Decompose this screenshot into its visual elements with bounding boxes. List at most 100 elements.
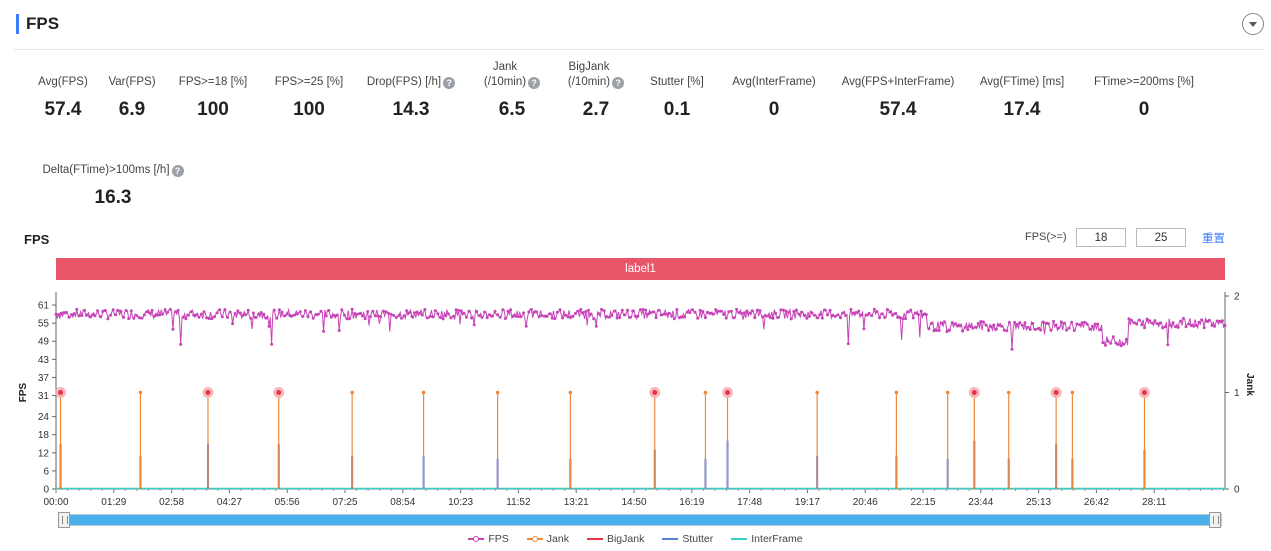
fps-point [1153,319,1157,323]
fps-point [865,313,868,317]
fps-point [831,313,835,317]
fps-point [428,314,432,318]
help-icon[interactable]: ? [528,77,541,89]
fps-point [303,309,307,313]
fps-point [244,313,248,317]
fps-point [701,310,705,313]
fps-point [589,312,593,316]
fps-point [1140,323,1144,327]
fps-point [1174,325,1178,329]
fps-point [955,324,959,328]
x-tick-label: 23:44 [968,497,993,508]
fps-point [293,313,297,317]
fps-point [59,311,63,315]
fps-point [1202,326,1206,330]
fps-point [1104,343,1107,347]
fps-point [166,310,170,314]
fps-point [968,325,972,328]
metric-label-text: Drop(FPS) [/h] [366,76,442,88]
metric-label-text: Var(FPS) [108,76,156,88]
collapse-dropdown-icon[interactable] [1242,13,1264,35]
fps-point [207,317,211,321]
jank-point [495,390,500,395]
fps-point [745,309,749,313]
fps-threshold-low-input[interactable] [1076,228,1126,247]
fps-point [600,307,603,311]
fps-point [1145,317,1149,321]
zoom-slider-left-handle[interactable] [58,512,70,528]
fps-point [324,314,328,318]
fps-point [1205,319,1209,323]
fps-point [1007,321,1011,324]
fps-point [789,317,793,321]
fps-point [680,315,684,319]
fps-point [1213,324,1217,328]
fps-point [1036,327,1040,331]
legend-label: Stutter [682,533,714,545]
legend-item-stutter[interactable]: Stutter [662,533,713,545]
help-icon[interactable]: ? [443,77,456,89]
legend-item-fps[interactable]: FPS [468,533,509,545]
fps-point [893,312,897,316]
fps-point [579,307,583,311]
reset-link[interactable]: 重置 [1202,233,1225,245]
fps-point [880,312,884,316]
fps-point [148,311,151,315]
fps-point [436,312,440,316]
fps-point [483,310,487,314]
fps-point [672,317,676,321]
fps-point [1148,319,1152,323]
fps-point [711,312,715,316]
fps-point [103,309,107,313]
legend-item-jank[interactable]: Jank [526,533,569,545]
legend-label: Jank [546,533,569,545]
fps-point [496,313,500,317]
y-tick-label: 12 [38,448,50,459]
fps-point [748,311,752,315]
fps-point [1176,325,1180,329]
fps-point [1171,321,1175,325]
fps-point [1000,324,1004,328]
fps-point [340,308,344,312]
metric-label: Stutter [%] [645,58,709,90]
zoom-slider-track[interactable] [58,514,1222,526]
fps-point [296,312,300,316]
fps-point [555,310,559,314]
fps-point [122,315,125,319]
fps-point [714,308,718,312]
fps-point [446,312,450,316]
fps-point [997,323,1001,327]
fps-point [532,310,536,314]
y-tick-label: 55 [38,319,50,330]
fps-point [716,309,720,313]
fps-threshold-high-input[interactable] [1136,228,1186,247]
x-tick-label: 01:29 [101,497,126,508]
legend-label: InterFrame [751,533,803,545]
fps-point [1210,323,1214,327]
fps-point [852,311,855,315]
fps-point [57,313,61,317]
legend-item-interframe[interactable]: InterFrame [731,533,803,545]
fps-point [423,308,427,311]
fps-point [228,310,232,314]
help-icon[interactable]: ? [612,77,625,89]
metric-fps-18: FPS>=18 [%] 100 [172,58,254,121]
fps-point [376,314,380,318]
fps-point [327,309,331,312]
metric-var-fps: Var(FPS) 6.9 [108,58,156,121]
fps-point [1218,319,1222,323]
fps-point [974,325,978,329]
metric-avg-ftime-ms: Avg(FTime) [ms] 17.4 [976,58,1068,121]
fps-point [1207,318,1211,322]
zoom-slider-right-handle[interactable] [1209,512,1221,528]
fps-point [1192,324,1196,328]
fps-point [374,314,377,318]
metric-value: 57.4 [44,99,82,120]
metric-value: 0.1 [663,99,691,120]
fps-point [290,314,294,318]
fps-point [924,313,928,317]
fps-point [249,316,253,320]
help-icon[interactable]: ? [171,165,184,177]
fps-point [477,314,481,318]
legend-item-bigjank[interactable]: BigJank [586,533,644,545]
